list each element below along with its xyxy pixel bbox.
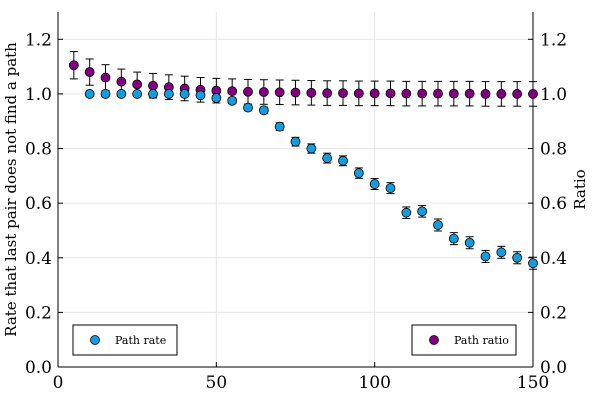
path-ratio-point — [227, 86, 238, 97]
legend-marker — [90, 335, 100, 345]
path-ratio-point — [433, 88, 443, 99]
path-ratio-point — [385, 88, 396, 99]
right-axis-title: Ratio — [571, 169, 589, 209]
path-rate-point — [417, 206, 428, 217]
left-y-tick-label: 1.2 — [25, 30, 52, 50]
path-rate-point — [179, 89, 190, 99]
axes — [57, 12, 534, 368]
path-rate-legend: Path rate — [72, 324, 178, 356]
path-rate-point — [512, 252, 523, 263]
path-rate-point — [195, 90, 206, 101]
path-rate-point — [211, 93, 222, 103]
path-ratio-legend: Path ratio — [411, 324, 517, 356]
path-rate-point — [132, 89, 143, 99]
legend-label: Path rate — [115, 334, 166, 347]
path-rate-point — [258, 105, 269, 116]
path-rate-point — [243, 102, 253, 113]
path-ratio-point — [306, 87, 317, 98]
right-y-tick-label: 1.0 — [540, 85, 567, 105]
path-rate-point — [528, 258, 538, 269]
path-ratio-point — [84, 67, 95, 77]
path-ratio-point — [116, 76, 127, 87]
left-y-tick-label: 0.2 — [25, 303, 52, 323]
path-rate-point — [433, 220, 443, 230]
legends: Path rate Path ratio — [72, 324, 517, 356]
path-ratio-point — [353, 88, 364, 99]
path-rate-point — [338, 155, 348, 166]
path-rate-point — [369, 179, 380, 189]
path-ratio-point — [290, 87, 301, 98]
path-ratio-point — [338, 88, 348, 99]
path-ratio-point — [132, 79, 143, 90]
path-rate-point — [290, 136, 301, 147]
path-rate-point — [464, 237, 475, 248]
left-y-tick-label: 0.4 — [25, 249, 52, 269]
path-ratio-point — [448, 88, 459, 99]
path-ratio-point — [369, 88, 380, 99]
path-rate-point — [274, 121, 285, 132]
grid-lines — [57, 12, 534, 368]
path-rate-point — [448, 233, 459, 244]
path-ratio-point — [322, 88, 333, 99]
path-rate-point — [227, 95, 238, 106]
path-rate-point — [385, 183, 396, 194]
path-rate-point — [496, 247, 507, 258]
path-ratio-point — [464, 88, 475, 99]
path-rate-point — [100, 89, 111, 99]
left-y-tick-label: 0.8 — [25, 140, 52, 160]
legend-box — [411, 324, 517, 356]
data-markers — [68, 60, 538, 269]
path-rate-point — [322, 153, 333, 163]
right-y-tick-label: 0.6 — [540, 194, 567, 214]
right-y-tick-label: 0.0 — [540, 358, 567, 378]
x-tick-label: 50 — [206, 373, 228, 393]
path-rate-point — [116, 89, 127, 99]
right-y-tick-label: 1.2 — [540, 30, 567, 50]
path-ratio-point — [417, 88, 428, 99]
right-y-tick-label: 0.2 — [540, 303, 567, 323]
path-ratio-point — [148, 80, 158, 91]
left-axis-title: Rate that last pair does not find a path — [2, 42, 20, 337]
path-ratio-point — [274, 87, 285, 98]
left-y-tick-label: 0.6 — [25, 194, 52, 214]
right-y-tick-label: 0.4 — [540, 249, 567, 269]
right-y-tick-label: 0.8 — [540, 140, 567, 160]
path-ratio-point — [100, 72, 111, 83]
legend-marker — [429, 335, 439, 345]
path-rate-point — [480, 251, 491, 262]
path-rate-point — [306, 143, 317, 154]
path-rate-point — [148, 89, 158, 99]
path-ratio-point — [401, 88, 412, 99]
legend-label: Path ratio — [454, 334, 509, 347]
path-rate-point — [84, 89, 95, 99]
path-ratio-point — [528, 89, 538, 99]
path-ratio-point — [258, 87, 269, 97]
path-ratio-point — [68, 60, 79, 71]
path-ratio-point — [480, 89, 491, 99]
path-ratio-point — [243, 86, 253, 97]
left-y-tick-label: 0.0 — [25, 358, 52, 378]
path-rate-point — [401, 207, 412, 218]
path-rate-point — [163, 89, 174, 99]
x-tick-label: 100 — [358, 373, 390, 393]
x-tick-label: 0 — [53, 373, 64, 393]
x-tick-label: 150 — [517, 373, 549, 393]
left-y-tick-label: 1.0 — [25, 85, 52, 105]
path-rate-point — [353, 168, 364, 179]
path-ratio-point — [512, 89, 523, 99]
path-ratio-point — [496, 89, 507, 99]
